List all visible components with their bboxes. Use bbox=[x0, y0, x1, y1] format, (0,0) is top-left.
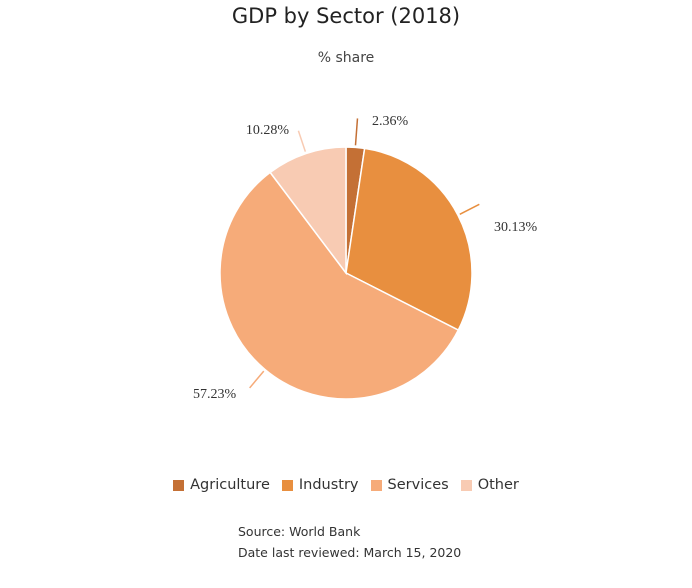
legend-swatch bbox=[281, 479, 293, 491]
leader-line-other bbox=[297, 130, 307, 152]
legend-swatch bbox=[173, 479, 185, 491]
data-label-services: 57.23% bbox=[193, 387, 237, 402]
data-label-industry: 30.13% bbox=[494, 220, 538, 235]
pie-data-labels: 2.36% 30.13% 57.23% 10.28% bbox=[193, 114, 538, 402]
leader-line-services bbox=[249, 370, 265, 389]
legend-swatch bbox=[460, 479, 472, 491]
chart-subtitle: % share bbox=[317, 50, 375, 66]
review-date-note: Date last reviewed: March 15, 2020 bbox=[238, 545, 462, 560]
legend-item-agriculture[interactable]: Agriculture bbox=[173, 477, 270, 493]
pie-slices bbox=[219, 146, 473, 400]
legend-item-other[interactable]: Other bbox=[460, 477, 519, 493]
legend-label: Agriculture bbox=[190, 477, 270, 493]
pie-chart: 2.36% 30.13% 57.23% 10.28% bbox=[193, 114, 538, 402]
leader-line-agriculture bbox=[354, 118, 359, 146]
leader-line-industry bbox=[459, 203, 480, 216]
legend-label: Other bbox=[477, 477, 519, 493]
pie-slice-industry[interactable] bbox=[345, 147, 473, 332]
data-label-other: 10.28% bbox=[246, 123, 290, 138]
data-label-agriculture: 2.36% bbox=[372, 114, 409, 129]
pie-slice-other[interactable] bbox=[269, 146, 347, 276]
legend-label: Industry bbox=[298, 477, 359, 493]
pie-slice-services[interactable] bbox=[219, 171, 460, 400]
legend-item-services[interactable]: Services bbox=[370, 477, 449, 493]
chart-title: GDP by Sector (2018) bbox=[231, 4, 461, 28]
source-note: Source: World Bank bbox=[238, 524, 361, 539]
legend-label: Services bbox=[387, 477, 449, 493]
legend-item-industry[interactable]: Industry bbox=[281, 477, 359, 493]
chart-legend: Agriculture Industry Services Other bbox=[0, 477, 692, 493]
legend-swatch bbox=[370, 479, 382, 491]
chart-footer: Source: World Bank Date last reviewed: M… bbox=[238, 521, 461, 563]
